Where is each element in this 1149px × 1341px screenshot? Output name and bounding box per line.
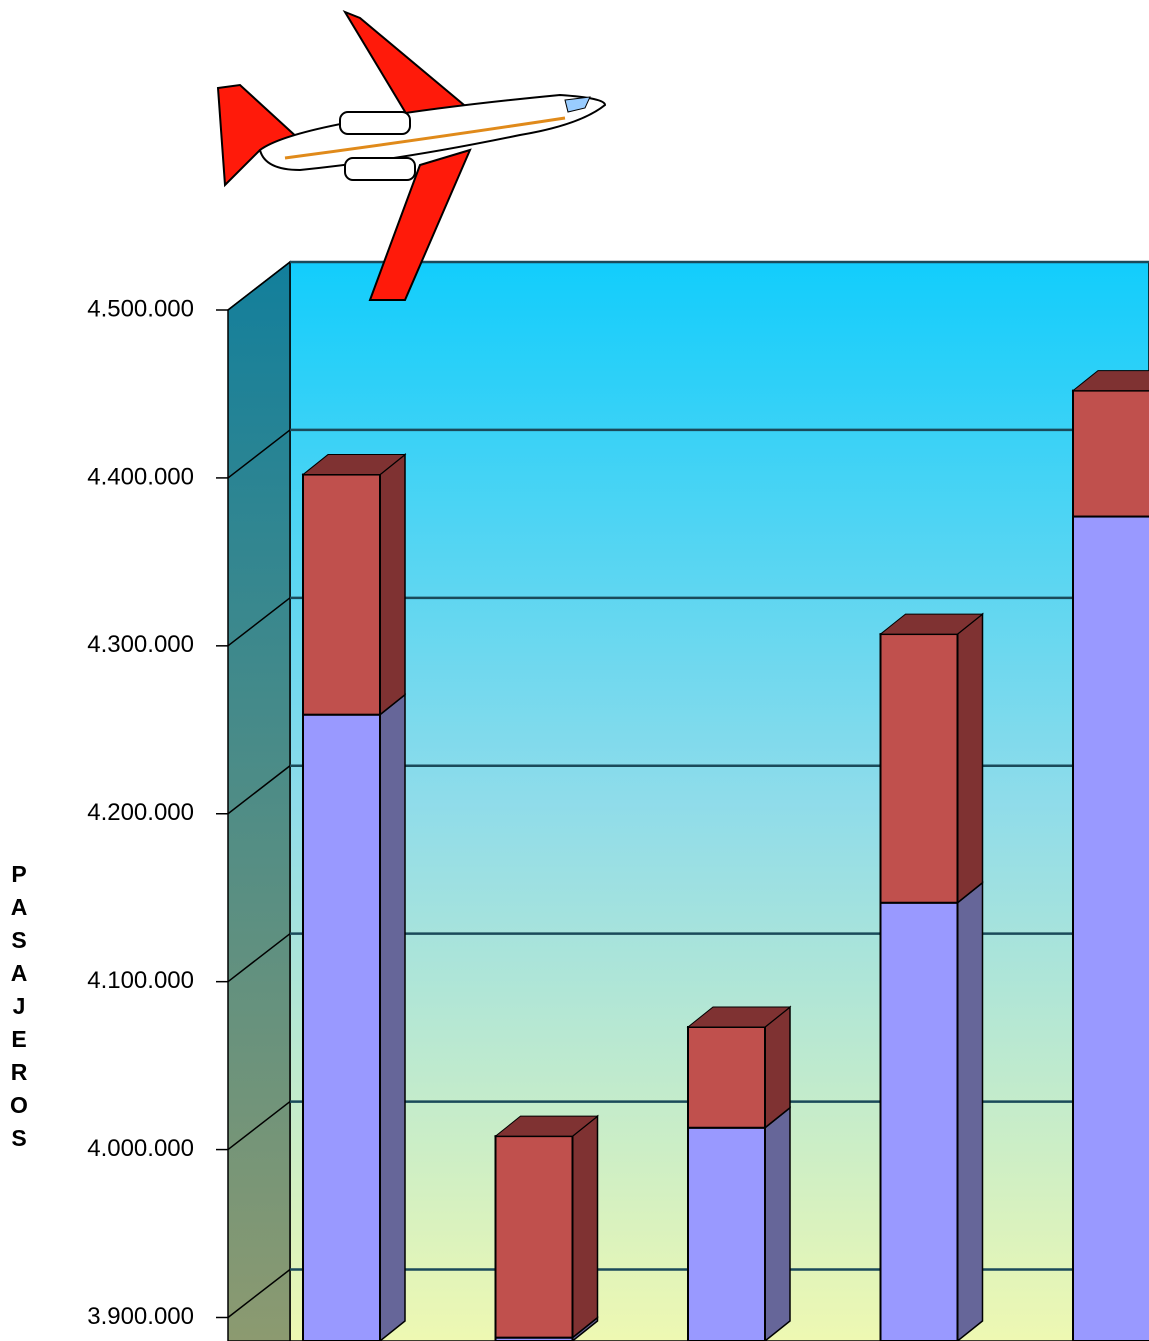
bar-side — [379, 452, 406, 717]
grid-line — [227, 597, 291, 647]
bar — [687, 1126, 766, 1341]
bar-top — [301, 454, 407, 476]
bar-top — [1071, 370, 1149, 392]
bar — [302, 713, 381, 1341]
side-wall — [227, 260, 291, 1341]
bar-side — [764, 1005, 791, 1130]
grid-line — [227, 429, 291, 479]
bar-side — [764, 1106, 791, 1341]
bar-top — [879, 613, 984, 635]
grid-line — [227, 1100, 291, 1151]
y-tick-label: 4.400.000 — [87, 463, 194, 490]
grid-line — [227, 1268, 291, 1319]
y-tick-label: 4.500.000 — [87, 295, 194, 322]
bar-side — [956, 881, 984, 1341]
y-tick-label: 4.300.000 — [87, 631, 194, 658]
bar — [494, 1135, 574, 1339]
bar — [687, 1025, 766, 1129]
bar-top — [686, 1006, 792, 1028]
y-tick-label: 4.200.000 — [87, 799, 194, 826]
y-tick-label: 3.900.000 — [87, 1303, 194, 1330]
bar-side — [956, 612, 984, 905]
y-tick-label: 4.000.000 — [87, 1135, 194, 1162]
bar — [1072, 515, 1149, 1341]
bar-side — [571, 1114, 599, 1340]
grid-line — [227, 765, 291, 815]
bar — [879, 633, 959, 904]
bar-side — [379, 693, 406, 1341]
grid-line — [227, 261, 291, 311]
bar-top — [494, 1115, 599, 1137]
grid-line — [227, 933, 291, 983]
y-axis-label: PASAJEROS — [10, 861, 28, 1151]
bar — [302, 473, 381, 716]
airplane — [216, 9, 607, 301]
bars — [301, 370, 1149, 1341]
y-tick-label: 4.100.000 — [87, 967, 194, 994]
bar — [879, 901, 959, 1341]
bar — [1072, 389, 1149, 518]
